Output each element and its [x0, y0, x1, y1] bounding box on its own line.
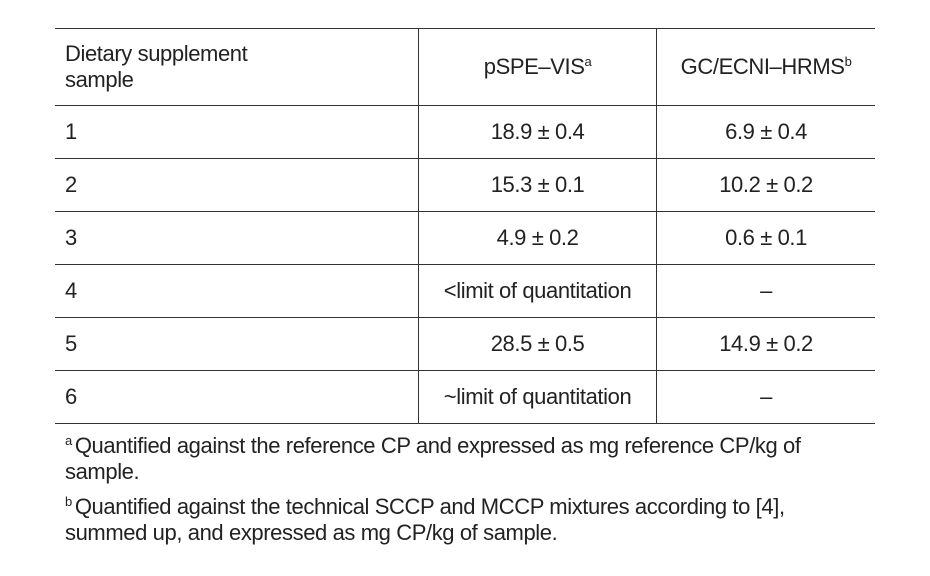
- table-cell: ~limit of quantitation: [417, 370, 658, 424]
- footnotes: a Quantified against the reference CP and…: [65, 428, 855, 550]
- header-cell: GC/ECNI–HRMSb: [656, 28, 875, 106]
- table-body: 1 18.9 ± 0.4 6.9 ± 0.4 2 15.3 ± 0.1 10.2 ± 0.…: [55, 105, 875, 424]
- table-row: 1 18.9 ± 0.4 6.9 ± 0.4: [55, 105, 875, 159]
- table-row: 6 ~limit of quantitation –: [55, 370, 875, 424]
- table-cell: –: [656, 264, 875, 318]
- table-cell: 1: [55, 105, 419, 159]
- table-row: 5 28.5 ± 0.5 14.9 ± 0.2: [55, 317, 875, 371]
- table-cell: 14.9 ± 0.2: [656, 317, 875, 371]
- data-table: Dietary supplement sample pSPE–VISa GC/ECN…: [55, 28, 875, 424]
- footnote-mark: b: [844, 54, 852, 69]
- table-cell: 5: [55, 317, 419, 371]
- table-cell: 4: [55, 264, 419, 318]
- table-cell: 6.9 ± 0.4: [656, 105, 875, 159]
- table-row: 2 15.3 ± 0.1 10.2 ± 0.2: [55, 158, 875, 212]
- footnote-text: Quantified against the technical SCCP an…: [65, 494, 785, 545]
- footnote: b Quantified against the technical SCCP a…: [65, 489, 855, 546]
- table-row: 4 <limit of quantitation –: [55, 264, 875, 318]
- table-cell: 18.9 ± 0.4: [417, 105, 658, 159]
- header-text: GC/ECNI–HRMS: [680, 54, 845, 79]
- table-cell: –: [656, 370, 875, 424]
- header-text: pSPE–VIS: [483, 54, 585, 79]
- footnote-mark: b: [65, 494, 72, 509]
- header-row: Dietary supplement sample pSPE–VISa GC/ECN…: [55, 28, 875, 106]
- table-cell: 10.2 ± 0.2: [656, 158, 875, 212]
- table-cell: 6: [55, 370, 419, 424]
- footnote: a Quantified against the reference CP and…: [65, 428, 855, 485]
- table-cell: 3: [55, 211, 419, 265]
- header-cell: Dietary supplement sample: [55, 28, 419, 106]
- table-cell: 15.3 ± 0.1: [417, 158, 658, 212]
- table-cell: 0.6 ± 0.1: [656, 211, 875, 265]
- footnote-mark: a: [65, 433, 72, 448]
- table-cell: 2: [55, 158, 419, 212]
- table-cell: <limit of quantitation: [417, 264, 658, 318]
- table-row: 3 4.9 ± 0.2 0.6 ± 0.1: [55, 211, 875, 265]
- header-cell: pSPE–VISa: [417, 28, 658, 106]
- table-cell: 4.9 ± 0.2: [417, 211, 658, 265]
- table-cell: 28.5 ± 0.5: [417, 317, 658, 371]
- header-text: Dietary supplement sample: [65, 41, 248, 92]
- footnote-mark: a: [584, 54, 592, 69]
- footnote-text: Quantified against the reference CP and …: [65, 433, 801, 484]
